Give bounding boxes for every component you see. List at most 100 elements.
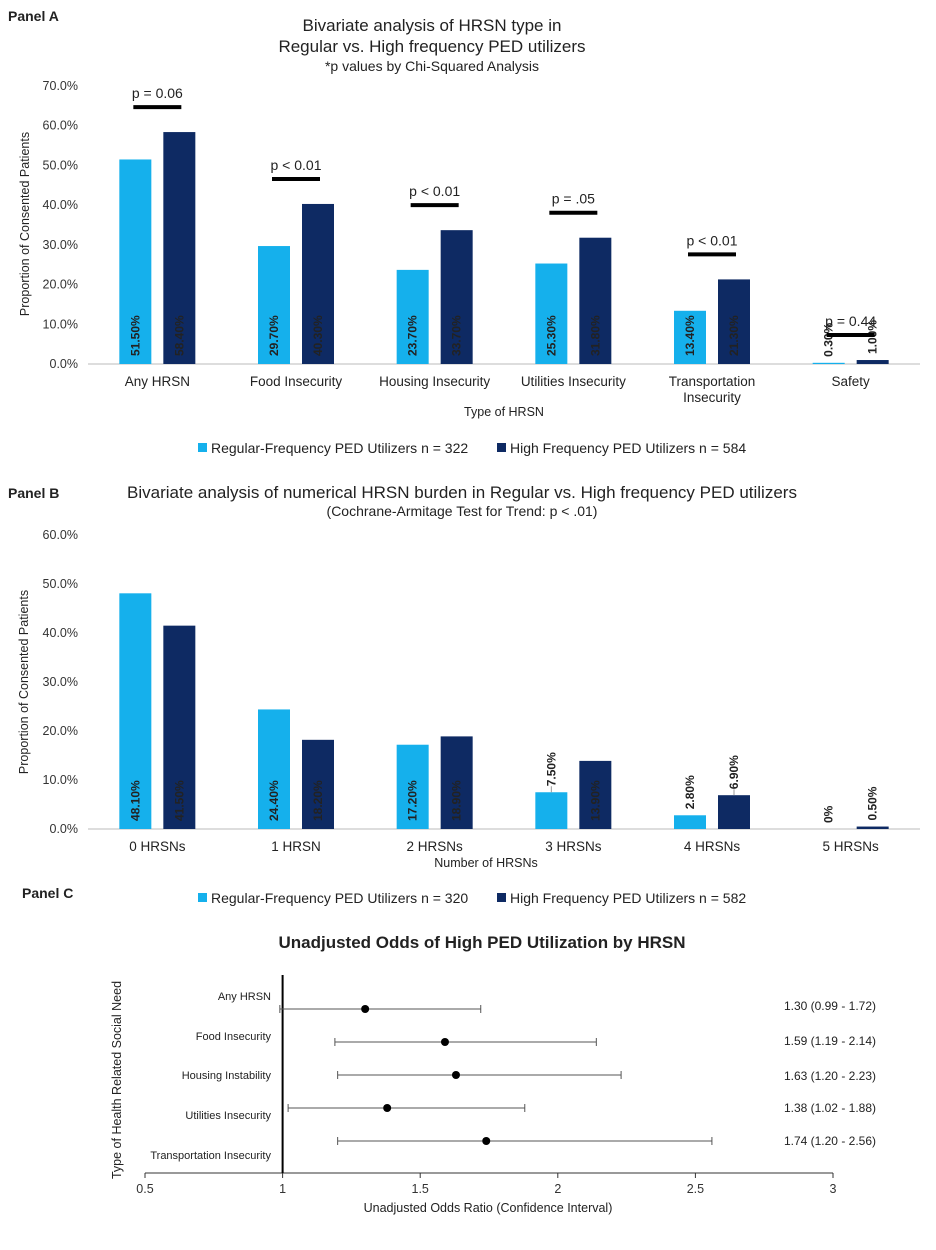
- panel-a-p-value: p < 0.01: [409, 183, 460, 199]
- panel-b-chart: 0.0% 10.0% 20.0% 30.0% 40.0% 50.0% 60.0% 0 HRSN…: [43, 528, 920, 854]
- panel-b-data-label: 2.80%: [683, 775, 697, 809]
- panel-a-y-tick-label: 50.0%: [43, 158, 78, 172]
- panel-a-data-label: 33.70%: [450, 315, 464, 356]
- panel-a-title-line1: Bivariate analysis of HRSN type in: [303, 16, 562, 35]
- panel-a-y-tick-label: 20.0%: [43, 278, 78, 292]
- panel-a-data-label: 40.30%: [311, 315, 325, 356]
- panel-a-data-label: 25.30%: [544, 315, 558, 356]
- panel-c-row-label: Food Insecurity: [196, 1031, 272, 1043]
- panel-b-bar-high: [440, 736, 473, 829]
- panel-a-x-axis-label: Type of HRSN: [464, 405, 544, 419]
- panel-b-category-label: 4 HRSNs: [684, 839, 741, 854]
- panel-a-bar-high: [302, 203, 334, 364]
- panel-a-bar-high: [163, 132, 196, 364]
- panel-a-data-label: 58.40%: [172, 315, 186, 356]
- panel-b-bar-high: [856, 826, 889, 829]
- panel-a-label: Panel A: [8, 8, 59, 24]
- panel-b-data-label: 18.20%: [311, 780, 325, 821]
- panel-b-y-axis-label: Proportion of Consented Patients: [17, 590, 31, 774]
- panel-b-bar-high: [579, 760, 612, 829]
- panel-a-category-label: Any HRSN: [125, 374, 190, 389]
- panel-b-data-label: 48.10%: [128, 780, 142, 821]
- panel-a-legend-swatch-regular: [198, 443, 207, 452]
- panel-a-p-value: p = 0.44: [825, 313, 876, 329]
- panel-c-row-label: Housing Instability: [182, 1070, 272, 1082]
- panel-c-or-text: 1.30 (0.99 - 1.72): [784, 999, 876, 1013]
- panel-b-y-tick-label: 40.0%: [43, 626, 78, 640]
- panel-b-legend-regular: Regular-Frequency PED Utilizers n = 320: [211, 890, 468, 906]
- panel-b-data-label: 17.20%: [406, 780, 420, 821]
- panel-b-bar-high: [163, 625, 196, 829]
- panel-b-subtitle: (Cochrane-Armitage Test for Trend: p < .…: [327, 503, 598, 519]
- panel-b-category-label: 2 HRSNs: [407, 839, 464, 854]
- panel-a-category-label: Food Insecurity: [250, 374, 343, 389]
- panel-c-or-text: 1.59 (1.19 - 2.14): [784, 1034, 876, 1048]
- panel-b-x-axis-label: Number of HRSNs: [434, 856, 538, 870]
- panel-c-or-text: 1.74 (1.20 - 2.56): [784, 1134, 876, 1148]
- panel-b-bar-regular: [119, 593, 152, 829]
- panel-b-data-label: 24.40%: [267, 780, 281, 821]
- panel-c-x-tick-label: 3: [830, 1182, 837, 1196]
- panel-c-point-estimate: [482, 1137, 491, 1145]
- panel-c-y-axis-label: Type of Health Related Social Need: [110, 981, 124, 1179]
- panel-b-category-label: 5 HRSNs: [823, 839, 880, 854]
- panel-b-category-label: 1 HRSN: [271, 839, 321, 854]
- panel-b-y-tick-label: 10.0%: [43, 773, 78, 787]
- panel-c-point-estimate: [440, 1038, 449, 1046]
- panel-a-y-tick-label: 60.0%: [43, 119, 78, 133]
- panel-a-y-axis-label: Proportion of Consented Patients: [18, 132, 32, 316]
- panel-a-category-label: Housing Insecurity: [379, 374, 490, 389]
- panel-a-bar-regular: [812, 362, 845, 364]
- panel-b-bar-regular: [258, 709, 290, 829]
- panel-a-data-label: 23.70%: [406, 315, 420, 356]
- panel-a-chart: 0.0% 10.0% 20.0% 30.0% 40.0% 50.0% 60.0% 70.0% A…: [43, 79, 920, 405]
- panel-b-data-label: 0.50%: [866, 786, 880, 820]
- panel-a-bar-regular: [119, 159, 152, 364]
- panel-b-data-label: 18.90%: [450, 780, 464, 821]
- panel-c-x-tick-label: 2: [554, 1182, 561, 1196]
- panel-a-category-label: Utilities Insecurity: [521, 374, 626, 389]
- panel-b-category-label: 0 HRSNs: [129, 839, 186, 854]
- panel-a-data-label: 29.70%: [267, 315, 281, 356]
- panel-b-legend-swatch-regular: [198, 893, 207, 902]
- panel-a-category-label: Transportation: [669, 374, 756, 389]
- panel-a-bar-regular: [258, 246, 290, 364]
- panel-a-bar-regular: [674, 310, 706, 364]
- panel-a-data-label: 13.40%: [683, 315, 697, 356]
- panel-a-data-label: 31.80%: [588, 315, 602, 356]
- panel-a-data-label: 0.30%: [822, 322, 836, 356]
- panel-b-data-label: 6.90%: [727, 755, 741, 789]
- panel-b-data-label: 7.50%: [544, 752, 558, 786]
- panel-b-title: Bivariate analysis of numerical HRSN bur…: [127, 483, 797, 502]
- panel-c-title: Unadjusted Odds of High PED Utilization …: [278, 933, 685, 952]
- panel-b-data-label: 0%: [822, 805, 836, 823]
- panel-b-bar-regular: [535, 792, 568, 829]
- panel-c-point-estimate: [361, 1005, 370, 1013]
- panel-b-bar-regular: [396, 744, 429, 829]
- panel-b-category-label: 3 HRSNs: [545, 839, 602, 854]
- panel-a-bar-regular: [396, 269, 429, 364]
- panel-a-y-tick-label: 70.0%: [43, 79, 78, 93]
- panel-a-p-value: p = .05: [552, 191, 595, 207]
- panel-c-x-tick-label: 0.5: [136, 1182, 153, 1196]
- panel-c-x-tick-label: 2.5: [687, 1182, 704, 1196]
- panel-a-p-value: p = 0.06: [132, 85, 183, 101]
- panel-a-category-label: Insecurity: [683, 390, 741, 405]
- panel-a-subtitle: *p values by Chi-Squared Analysis: [325, 58, 539, 74]
- panel-c-row-label: Transportation Insecurity: [150, 1150, 271, 1162]
- panel-c-x-tick-label: 1.5: [412, 1182, 429, 1196]
- panel-a-bar-regular: [535, 263, 568, 364]
- panel-b-y-tick-label: 60.0%: [43, 528, 78, 542]
- panel-a-p-value: p < 0.01: [687, 232, 738, 248]
- panel-b-y-tick-label: 30.0%: [43, 675, 78, 689]
- panel-c-row-label: Utilities Insecurity: [185, 1110, 271, 1122]
- panel-a-data-label: 21.30%: [727, 315, 741, 356]
- panel-a-y-tick-label: 40.0%: [43, 198, 78, 212]
- panel-c-x-axis-label: Unadjusted Odds Ratio (Confidence Interv…: [364, 1201, 613, 1215]
- panel-c-point-estimate: [383, 1104, 392, 1112]
- panel-b-y-tick-label: 20.0%: [43, 724, 78, 738]
- panel-b-bar-regular: [674, 815, 706, 829]
- panel-c-point-estimate: [451, 1071, 460, 1079]
- panel-a-y-tick-label: 10.0%: [43, 317, 78, 331]
